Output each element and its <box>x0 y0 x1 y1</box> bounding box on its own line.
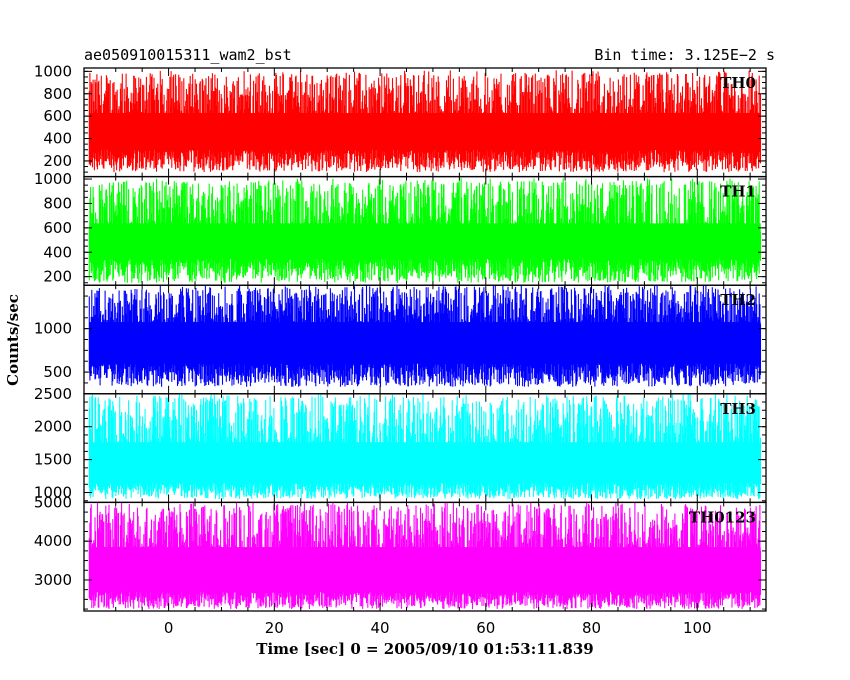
panel-th3: 1000 1500 2000 2500 TH3 <box>34 385 767 504</box>
panel-label: TH2 <box>720 291 756 309</box>
y-tick-label: 1000 <box>34 484 72 502</box>
y-tick-label: 400 <box>43 243 72 261</box>
series-th0123 <box>88 502 762 610</box>
x-tick-label: 60 <box>476 619 495 637</box>
y-tick-label: 200 <box>43 268 72 286</box>
y-tick-label: 3000 <box>34 571 72 589</box>
y-tick-label: 200 <box>43 152 72 170</box>
x-tick-label: 100 <box>683 619 712 637</box>
y-tick-label: 1000 <box>34 170 72 188</box>
bin-time-label: Bin time: 3.125E−2 s <box>594 46 775 64</box>
series-th3 <box>88 393 762 500</box>
y-tick-label: 600 <box>43 107 72 125</box>
y-tick-label: 1000 <box>34 62 72 80</box>
y-tick-label: 4000 <box>34 532 72 550</box>
y-tick-label: 1500 <box>34 451 72 469</box>
chart-title: ae050910015311_wam2_bst <box>84 46 292 64</box>
y-tick-label: 500 <box>43 363 72 381</box>
x-tick-label: 0 <box>164 619 174 637</box>
panel-th2: 500 1000 TH2 <box>34 284 767 395</box>
y-tick-label: 5000 <box>34 493 72 511</box>
x-tick-label: 40 <box>371 619 390 637</box>
y-tick-label: 2000 <box>34 418 72 436</box>
x-axis-label: Time [sec] 0 = 2005/09/10 01:53:11.839 <box>256 640 593 658</box>
series-th2 <box>88 285 762 387</box>
y-tick-label: 2500 <box>34 385 72 403</box>
panel-label: TH3 <box>720 400 756 418</box>
panel-label: TH0123 <box>689 508 756 526</box>
panel-th0123: 3000 4000 5000 TH0123 <box>34 493 767 612</box>
y-tick-label: 800 <box>43 85 72 103</box>
panel-label: TH1 <box>720 183 756 201</box>
x-tick-label: 20 <box>265 619 284 637</box>
panel-th0: 200 400 600 800 1000 TH0 <box>34 62 767 178</box>
panel-th1: 200 400 600 800 1000 TH1 <box>34 170 767 286</box>
series-th1 <box>88 178 762 283</box>
panel-label: TH0 <box>720 74 756 92</box>
x-tick-label: 80 <box>582 619 601 637</box>
y-tick-label: 400 <box>43 130 72 148</box>
y-tick-label: 1000 <box>34 320 72 338</box>
x-axis: 0 20 40 60 80 100 <box>164 619 712 637</box>
y-tick-label: 800 <box>43 194 72 212</box>
y-tick-label: 600 <box>43 219 72 237</box>
panels-group: 200 400 600 800 1000 TH0 200 400 600 800 1000 TH1 50… <box>34 62 767 612</box>
y-axis-label: Counts/sec <box>4 294 22 386</box>
panel-frame <box>83 501 767 612</box>
series-th0 <box>88 70 762 173</box>
